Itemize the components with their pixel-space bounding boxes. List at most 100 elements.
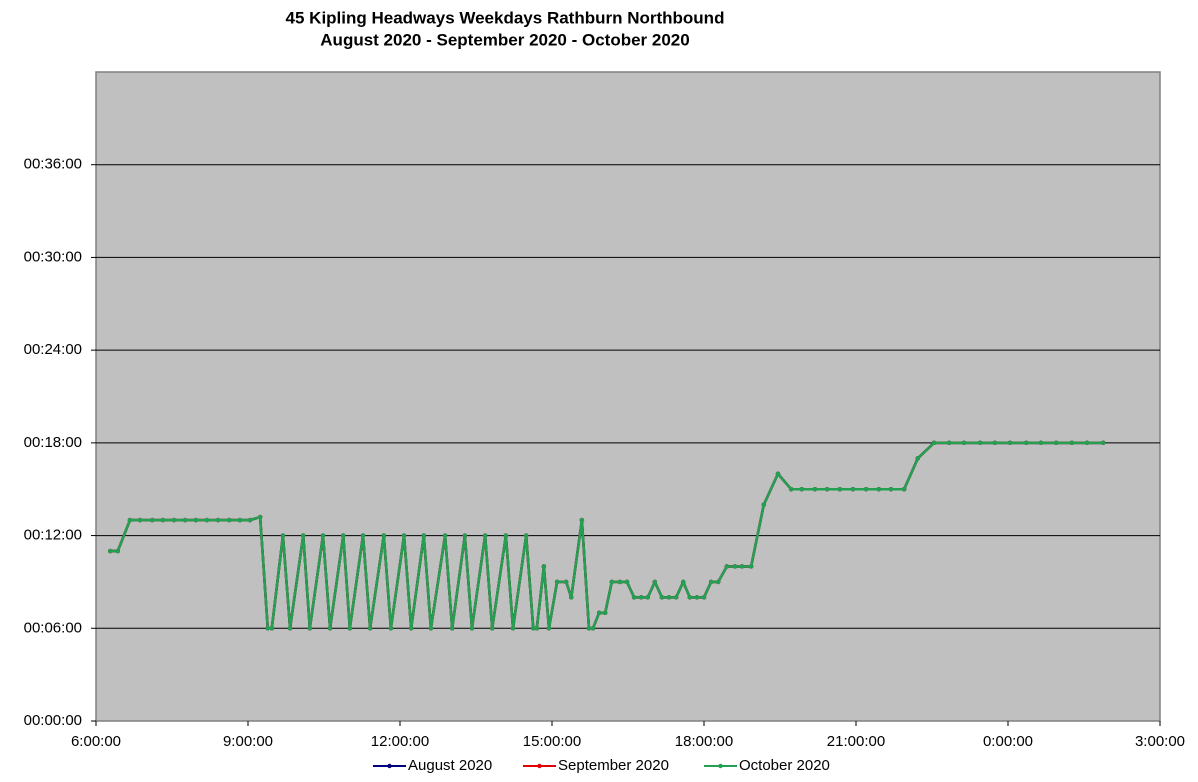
data-point (127, 517, 133, 523)
x-tick-label: 3:00:00 (1135, 733, 1185, 750)
data-point (901, 487, 907, 492)
data-point (824, 487, 830, 492)
data-point (301, 533, 306, 538)
data-point (673, 595, 679, 600)
data-point (645, 595, 650, 600)
data-point (421, 533, 427, 538)
data-point (863, 487, 869, 492)
data-point (1038, 440, 1044, 446)
y-tick-label: 00:12:00 (24, 527, 82, 544)
data-point (247, 517, 253, 523)
data-point (977, 440, 983, 446)
x-tick-label: 12:00:00 (371, 733, 429, 750)
data-point (287, 626, 293, 631)
data-point (992, 440, 998, 446)
data-point (724, 564, 729, 569)
data-point (1069, 440, 1075, 446)
data-point (761, 502, 766, 507)
data-point (182, 517, 188, 523)
data-point (888, 487, 894, 492)
data-point (347, 626, 353, 631)
data-point (490, 626, 495, 631)
data-point (837, 487, 842, 492)
data-point (715, 579, 721, 585)
data-point (961, 440, 967, 446)
data-point (401, 533, 407, 538)
data-point (341, 533, 346, 538)
data-point (160, 517, 166, 523)
data-point (694, 595, 700, 600)
data-point (1007, 440, 1013, 446)
data-point (469, 626, 475, 631)
data-point (569, 595, 574, 600)
data-point (150, 517, 155, 523)
legend-marker (718, 763, 723, 769)
x-tick-label: 6:00:00 (71, 733, 121, 750)
y-tick-label: 00:24:00 (24, 341, 82, 358)
y-tick-label: 00:30:00 (24, 248, 82, 265)
chart-subtitle: August 2020 - September 2020 - October 2… (320, 30, 689, 49)
data-point (631, 595, 637, 600)
x-tick-label: 18:00:00 (675, 733, 733, 750)
data-point (732, 564, 738, 569)
data-point (428, 626, 434, 631)
data-point (388, 626, 394, 631)
data-point (523, 533, 529, 538)
data-point (687, 595, 693, 600)
data-point (931, 440, 937, 446)
data-point (748, 564, 754, 569)
data-point (442, 533, 448, 538)
data-point (850, 487, 856, 492)
data-point (681, 579, 686, 585)
chart-title: 45 Kipling Headways Weekdays Rathburn No… (286, 8, 725, 27)
y-tick-label: 00:36:00 (24, 156, 82, 173)
data-point (1101, 440, 1106, 446)
data-point (541, 564, 547, 569)
data-point (280, 533, 286, 538)
data-point (915, 456, 921, 461)
data-point (775, 471, 781, 476)
data-point (482, 533, 488, 538)
data-point (107, 548, 113, 554)
data-point (701, 595, 707, 600)
data-point (449, 626, 455, 631)
data-point (237, 517, 243, 523)
data-point (708, 579, 714, 585)
data-point (1084, 440, 1090, 446)
data-point (215, 517, 221, 523)
data-point (1024, 440, 1029, 446)
data-point (596, 610, 602, 616)
data-point (546, 626, 552, 631)
data-point (947, 440, 952, 446)
data-point (462, 533, 468, 538)
data-point (534, 626, 539, 631)
data-point (1053, 440, 1059, 446)
data-point (320, 533, 326, 538)
data-point (638, 595, 644, 600)
data-point (408, 626, 414, 631)
data-point (531, 626, 536, 631)
y-tick-label: 00:06:00 (24, 619, 82, 636)
data-point (510, 626, 516, 631)
data-point (503, 533, 509, 538)
data-point (269, 626, 275, 631)
data-point (360, 533, 366, 538)
data-point (603, 610, 608, 616)
data-point (307, 626, 313, 631)
data-point (812, 487, 818, 492)
legend-marker (387, 763, 392, 769)
data-point (617, 579, 623, 585)
legend-label: August 2020 (408, 757, 492, 774)
data-point (876, 487, 881, 492)
x-tick-label: 21:00:00 (827, 733, 885, 750)
data-point (666, 595, 672, 600)
data-point (115, 548, 120, 554)
data-point (227, 517, 232, 523)
data-point (788, 487, 794, 492)
y-tick-label: 00:18:00 (24, 434, 82, 451)
x-tick-label: 9:00:00 (223, 733, 273, 750)
data-point (659, 595, 665, 600)
data-point (586, 626, 592, 631)
x-tick-label: 0:00:00 (983, 733, 1033, 750)
